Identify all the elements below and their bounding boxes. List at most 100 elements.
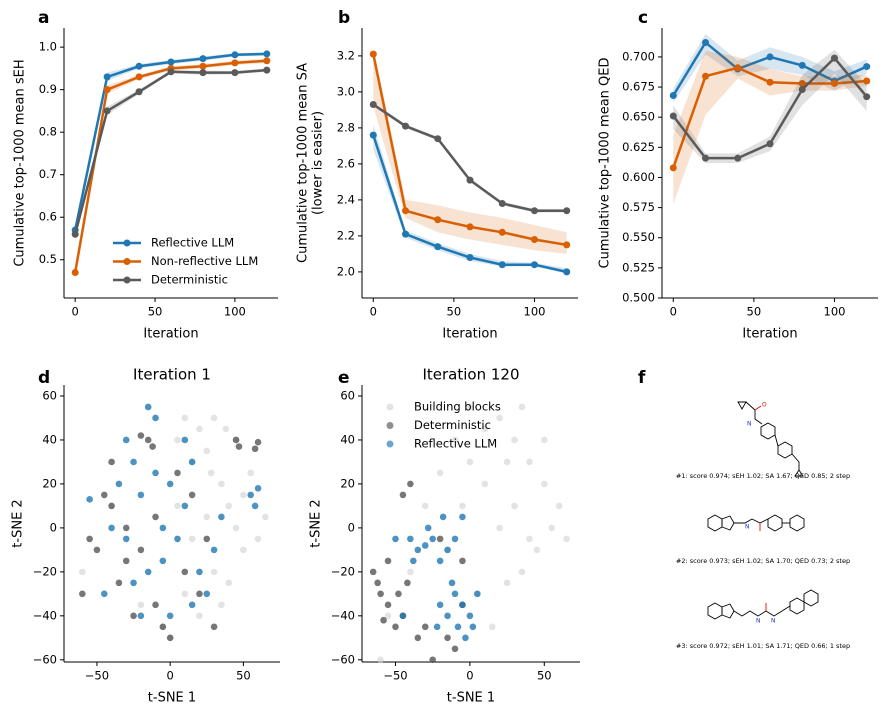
legend-label: Deterministic <box>414 418 491 432</box>
point <box>199 62 207 70</box>
point <box>152 601 159 609</box>
point <box>374 579 381 587</box>
point <box>511 436 518 444</box>
point <box>466 223 474 231</box>
legend-label: Deterministic <box>151 273 228 287</box>
point <box>410 557 417 565</box>
y-tick-label: 0.700 <box>622 49 655 63</box>
point <box>466 254 474 261</box>
caption: #3: score 0.972; sEH 1.01; SA 1.71; QED … <box>676 642 850 650</box>
point <box>429 535 436 543</box>
point <box>402 207 410 215</box>
point <box>563 207 571 215</box>
point <box>451 436 459 444</box>
y-tick-label: 20 <box>340 476 355 490</box>
point <box>71 230 79 238</box>
panel: b 0 50 100 2.0 2.2 2.4 2.6 2.8 3.0 3.2 Iteration Cum… <box>296 8 578 342</box>
point <box>433 623 441 631</box>
point <box>392 535 399 543</box>
point <box>530 236 538 243</box>
point <box>188 458 196 466</box>
legend-swatch <box>123 239 131 247</box>
point <box>210 623 218 631</box>
point <box>466 458 474 466</box>
legend-swatch <box>123 276 131 284</box>
point <box>466 403 474 411</box>
y-tick-label: 2.8 <box>337 120 355 134</box>
point <box>144 403 152 411</box>
ring <box>789 597 805 615</box>
point <box>414 546 422 554</box>
point <box>530 261 538 269</box>
error-band <box>373 46 567 254</box>
x-tick-label: 0 <box>72 305 79 319</box>
point <box>137 601 145 609</box>
point <box>122 524 130 532</box>
point <box>399 612 407 620</box>
point <box>225 579 233 587</box>
point <box>100 491 108 499</box>
point <box>798 79 806 87</box>
panel-letter: d <box>38 368 50 388</box>
point <box>135 73 143 81</box>
point <box>263 50 271 58</box>
x-tick-label: 0 <box>370 305 377 319</box>
point <box>434 135 442 143</box>
legend-label: Building blocks <box>414 400 501 414</box>
point <box>434 243 442 251</box>
point <box>108 524 115 532</box>
point <box>93 546 101 554</box>
point <box>218 513 225 521</box>
point <box>448 579 456 587</box>
y-tick-label: 0.8 <box>39 125 57 139</box>
point <box>734 64 742 72</box>
point <box>79 590 86 598</box>
point <box>488 623 496 631</box>
y-tick-label: 2.2 <box>337 228 355 242</box>
point <box>210 414 218 422</box>
molecule-1: O N <box>737 402 804 477</box>
y-tick-label: 2.4 <box>337 192 355 206</box>
point <box>863 63 871 71</box>
point <box>380 616 387 624</box>
point <box>137 432 145 439</box>
caption: #1: score 0.974; sEH 1.02; SA 1.67; QED … <box>676 472 850 480</box>
atom: N <box>756 618 761 625</box>
ring <box>721 515 735 531</box>
point <box>518 568 526 576</box>
point <box>414 634 422 642</box>
point <box>135 62 143 70</box>
ring <box>707 514 723 532</box>
point <box>149 443 156 450</box>
point <box>436 557 444 565</box>
point <box>254 438 262 446</box>
point <box>188 491 196 499</box>
panel: a 0 50 100 0.5 0.6 0.7 0.8 0.9 1.0 Iteration Cumula… <box>13 8 278 342</box>
ring <box>803 589 819 607</box>
point <box>188 535 196 543</box>
point <box>498 200 506 207</box>
bond <box>774 434 779 447</box>
point <box>377 656 384 664</box>
y-tick-label: 3.0 <box>337 84 355 98</box>
point <box>100 590 108 598</box>
point <box>518 403 526 411</box>
point <box>462 634 469 642</box>
point <box>240 546 247 554</box>
y-tick-label: 60 <box>42 388 57 402</box>
point <box>232 436 240 444</box>
point <box>511 502 518 510</box>
point <box>369 131 377 139</box>
point <box>181 502 189 510</box>
y-tick-label: −60 <box>33 652 57 666</box>
point <box>377 590 384 598</box>
point <box>434 216 442 224</box>
point <box>203 513 211 521</box>
point <box>451 645 459 653</box>
y-tick-label: 0.550 <box>622 230 655 244</box>
x-tick-label: 50 <box>236 669 251 683</box>
point <box>548 524 556 532</box>
x-axis-label: Iteration <box>742 327 797 342</box>
point <box>152 469 159 477</box>
point <box>436 601 444 609</box>
